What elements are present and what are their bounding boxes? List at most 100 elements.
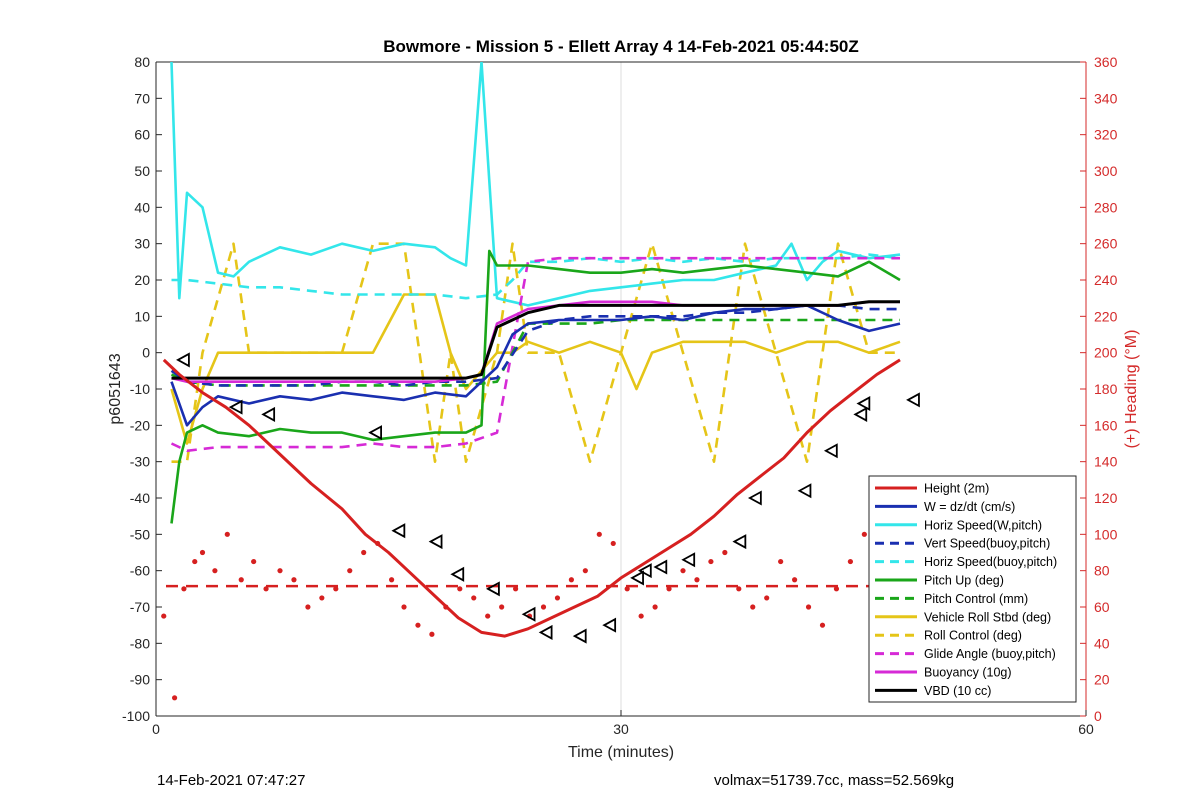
heading-point <box>847 558 854 565</box>
series-line-horiz-speed-w-pitch <box>170 62 901 307</box>
heading-point <box>554 595 561 601</box>
heading-point <box>277 568 283 574</box>
legend-label-vbd-10-cc: VBD (10 cc) <box>924 684 991 698</box>
heading-point <box>638 613 644 619</box>
heading-point <box>568 577 575 583</box>
glide-marker <box>602 617 617 633</box>
series-group <box>161 62 920 701</box>
y-right-tick-label: 240 <box>1094 272 1118 288</box>
glide-marker <box>228 399 243 415</box>
heading-point <box>694 577 700 583</box>
series-line-pitch-up-deg <box>170 249 901 524</box>
y-right-tick-label: 320 <box>1094 127 1118 143</box>
footer-timestamp: 14-Feb-2021 07:47:27 <box>157 772 306 789</box>
legend-label-vert-speed-buoy-pitch: Vert Speed(buoy,pitch) <box>924 537 1050 551</box>
y-left-tick-label: -80 <box>130 635 150 651</box>
heading-point <box>513 586 519 592</box>
heading-point <box>680 568 686 574</box>
glide-marker <box>630 570 644 586</box>
heading-point <box>471 595 477 601</box>
legend-label-pitch-control-mm: Pitch Control (mm) <box>924 592 1028 606</box>
y-left-tick-label: 70 <box>134 90 150 106</box>
x-tick-label: 30 <box>613 721 629 737</box>
legend-label-horiz-speed-w-pitch: Horiz Speed(W,pitch) <box>924 518 1042 532</box>
heading-point <box>161 613 167 619</box>
chart-title: Bowmore - Mission 5 - Ellett Array 4 14-… <box>383 37 859 56</box>
heading-point <box>792 577 798 583</box>
y-left-tick-label: -90 <box>130 672 150 688</box>
y-right-tick-label: 220 <box>1094 308 1118 324</box>
heading-point <box>333 586 339 592</box>
glide-marker <box>450 566 465 582</box>
y-left-tick-label: 30 <box>134 236 150 252</box>
heading-point <box>610 540 616 547</box>
y-left-tick-label: -10 <box>130 381 150 397</box>
glide-marker <box>637 563 652 579</box>
y-right-tick-label: 360 <box>1094 54 1118 70</box>
y-left-tick-label: -40 <box>130 490 150 506</box>
y-right-tick-label: 260 <box>1094 236 1118 252</box>
y-right-tick-label: 200 <box>1094 345 1118 361</box>
legend-label-horiz-speed-buoy-pitch: Horiz Speed(buoy,pitch) <box>924 555 1057 569</box>
heading-point <box>764 595 770 601</box>
heading-point <box>819 622 826 628</box>
y-left-tick-label: 60 <box>134 127 150 143</box>
y-right-tick-label: 280 <box>1094 199 1118 215</box>
glide-marker <box>368 425 383 441</box>
y-right-tick-label: 140 <box>1094 454 1118 470</box>
heading-point <box>652 604 658 610</box>
heading-point <box>212 568 218 574</box>
glide-marker <box>856 396 871 412</box>
glide-marker <box>653 559 668 575</box>
glide-marker <box>681 552 696 568</box>
heading-point <box>833 586 840 592</box>
legend-box <box>868 475 1077 703</box>
glide-marker <box>521 606 536 622</box>
heading-point <box>540 604 547 610</box>
heading-point <box>736 586 742 592</box>
heading-point <box>596 531 602 537</box>
heading-point <box>347 568 353 574</box>
glide-marker <box>797 483 812 499</box>
heading-point <box>499 604 505 610</box>
series-line-horiz-speed-buoy-pitch <box>171 253 901 300</box>
glide-marker <box>261 406 276 422</box>
y-axis-right-label: (+) Heading (°M) <box>1123 330 1140 449</box>
heading-point <box>666 586 672 592</box>
legend-label-buoyancy-10g: Buoyancy (10g) <box>924 666 1012 680</box>
y-right-tick-label: 340 <box>1094 90 1118 106</box>
heading-point <box>708 558 714 565</box>
heading-point <box>305 604 311 610</box>
heading-point <box>415 622 421 628</box>
y-right-tick-label: 120 <box>1094 490 1118 506</box>
heading-point <box>263 586 269 592</box>
glide-marker <box>906 392 920 408</box>
y-right-tick-label: 160 <box>1094 417 1118 433</box>
glide-marker <box>538 624 553 640</box>
heading-point <box>457 586 463 592</box>
heading-point <box>750 604 756 610</box>
y-left-tick-label: 10 <box>134 308 150 324</box>
heading-point <box>861 531 867 537</box>
y-left-tick-label: 20 <box>134 272 150 288</box>
heading-point <box>778 558 784 565</box>
y-right-tick-label: 180 <box>1094 381 1118 397</box>
heading-point <box>361 549 367 556</box>
heading-point <box>429 631 435 637</box>
y-right-tick-label: 20 <box>1094 672 1110 688</box>
y-right-tick-label: 80 <box>1094 563 1110 579</box>
y-right-tick-label: 40 <box>1094 635 1110 651</box>
legend-label-roll-control-deg: Roll Control (deg) <box>924 629 1022 643</box>
heading-point <box>291 577 297 583</box>
legend-label-w-dz-dt-cm-s: W = dz/dt (cm/s) <box>924 500 1015 514</box>
series-line-glide-angle-buoy-pitch <box>170 256 900 453</box>
y-left-tick-label: -100 <box>122 708 150 724</box>
y-left-tick-label: -20 <box>130 417 150 433</box>
y-left-tick-label: -70 <box>130 599 150 615</box>
y-left-tick-label: 0 <box>142 345 150 361</box>
y-left-tick-label: 80 <box>134 54 150 70</box>
series-line-w-dz-dt-cm-s <box>170 304 901 427</box>
heading-point <box>389 577 395 583</box>
glide-marker <box>486 581 500 597</box>
